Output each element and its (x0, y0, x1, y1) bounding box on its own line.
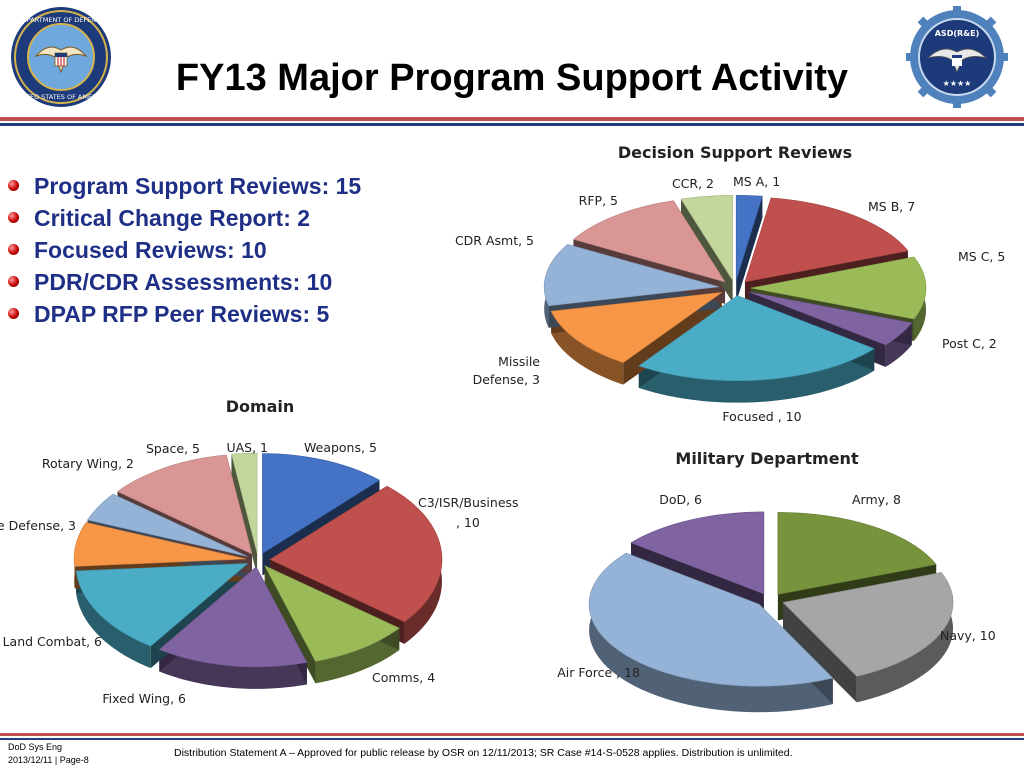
pie-data-label: C3/ISR/Business, 10 (418, 495, 519, 530)
svg-text:UNITED STATES OF AMERICA: UNITED STATES OF AMERICA (15, 93, 109, 101)
chart-title: Military Department (675, 449, 859, 468)
header-rule-red (0, 117, 1024, 121)
bullet-item: Program Support Reviews: 15 (8, 170, 361, 202)
pie-slice-side (638, 348, 875, 403)
pie-slice-pdr-asmt (550, 291, 723, 363)
pie-slice-face (231, 454, 258, 576)
pie-slice-rfp (572, 200, 726, 283)
pie-slice-fixed-wing (158, 566, 308, 668)
pie-slice-ms-c (750, 256, 927, 320)
bullet-item: Focused Reviews: 10 (8, 234, 361, 266)
pie-slice-side (589, 553, 833, 713)
pie-chart-0: Decision Support Reviews MS A, 1 MS B, 7 MS… (455, 143, 1005, 424)
pie-slice-ms-b (744, 197, 909, 283)
pie-slice-side (76, 570, 151, 669)
pie-slice-navy (782, 572, 954, 677)
page-title: FY13 Major Program Support Activity (175, 57, 849, 100)
pie-slice-face (264, 565, 316, 684)
pie-data-label: Comms, 4 (372, 670, 435, 685)
pie-slice-cdr-asmt (543, 244, 720, 307)
svg-text:ASD(R&E): ASD(R&E) (935, 29, 980, 38)
pie-data-label: Post C, 2 (942, 336, 997, 351)
pie-slice-missile-defense (73, 522, 247, 567)
pie-slice-side (551, 311, 624, 385)
bullet-icon (8, 212, 19, 223)
footer-distribution-statement: Distribution Statement A – Approved for … (174, 747, 793, 759)
pie-data-label: Navy, 10 (940, 628, 996, 643)
pie-slice-rotary-wing (87, 493, 248, 557)
asdre-seal-logo: ASD(R&E) ★★★★ (906, 6, 1008, 108)
bullet-text: Critical Change Report: 2 (34, 205, 311, 231)
footer-rule-red (0, 733, 1024, 736)
bullet-text: Program Support Reviews: 15 (34, 173, 362, 199)
pie-chart-2: Military Department Army, 8 Navy, 10 Air Fo… (557, 449, 996, 713)
pie-slice-c3-isr-business (269, 485, 443, 623)
footer-date-page: 2013/12/11 | Page-8 (8, 755, 89, 765)
bullet-item: DPAP RFP Peer Reviews: 5 (8, 298, 361, 330)
pie-slice-side (159, 649, 307, 689)
pie-slice-comms (264, 565, 400, 662)
bullet-icon (8, 244, 19, 255)
bullet-item: Critical Change Report: 2 (8, 202, 361, 234)
pie-slice-face (736, 196, 763, 303)
pie-slice-face (783, 602, 857, 703)
dod-seal-logo: DEPARTMENT OF DEFENSE UNITED STATES OF A… (11, 7, 111, 107)
header-rule-blue (0, 123, 1024, 126)
pie-data-label: CCR, 2 (672, 176, 714, 191)
bullet-icon (8, 308, 19, 319)
chart-title: Decision Support Reviews (618, 143, 852, 162)
pie-charts: Decision Support Reviews MS A, 1 MS B, 7 MS… (0, 143, 1005, 713)
bullet-item: PDR/CDR Assessments: 10 (8, 266, 361, 298)
pie-slice-focused (638, 295, 875, 381)
pie-data-label: Missile Defense, 3 (0, 518, 76, 533)
pie-data-label: MS A, 1 (733, 174, 780, 189)
pie-slice-post-c (748, 291, 913, 346)
chart-title: Domain (226, 397, 295, 416)
pie-chart-1: Domain Weapons, 5 C3/ISR/Business, 10 Comms… (0, 397, 519, 706)
pie-data-label: Fixed Wing, 6 (102, 691, 186, 706)
bullet-text: Focused Reviews: 10 (34, 237, 267, 263)
svg-text:DEPARTMENT OF DEFENSE: DEPARTMENT OF DEFENSE (18, 16, 105, 24)
pie-slice-weapons (262, 453, 380, 555)
pie-slice-side (856, 572, 954, 703)
pie-slice-ms-a (735, 194, 763, 281)
footer-org-block: DoD Sys Eng 2013/12/11 | Page-8 (8, 741, 89, 767)
svg-text:★★★★: ★★★★ (943, 79, 972, 88)
pie-slice-space (116, 454, 253, 555)
footer-org: DoD Sys Eng (8, 742, 63, 752)
pie-data-label: Missile Defense, 3 (473, 354, 541, 387)
bullet-icon (8, 180, 19, 191)
summary-bullet-list: Program Support Reviews: 15 Critical Cha… (8, 170, 361, 330)
pie-data-label: Air Force , 18 (557, 665, 640, 680)
pie-data-label: RFP, 5 (579, 193, 618, 208)
pie-data-label: CDR Asmt, 5 (455, 233, 534, 248)
pie-data-label: Focused , 10 (722, 409, 801, 424)
pie-data-label: Land Combat, 6 (3, 634, 102, 649)
bullet-text: DPAP RFP Peer Reviews: 5 (34, 301, 330, 327)
pie-data-label: Space, 5 (146, 441, 200, 456)
pie-slice-ccr (680, 195, 733, 282)
pie-slice-army (777, 512, 937, 595)
pie-slice-land-combat (75, 563, 249, 647)
pie-slice-dod (630, 511, 765, 595)
pie-slice-uas (231, 452, 258, 554)
pie-data-label: Army, 8 (852, 492, 901, 507)
pie-data-label: DoD, 6 (659, 492, 702, 507)
pie-slice-side (315, 628, 400, 684)
pie-data-label: Rotary Wing, 2 (42, 456, 134, 471)
pie-data-label: UAS, 1 (226, 440, 268, 455)
bullet-icon (8, 276, 19, 287)
pie-data-label: MS B, 7 (868, 199, 915, 214)
bullet-text: PDR/CDR Assessments: 10 (34, 269, 333, 295)
pie-slice-air-force (588, 552, 834, 687)
pie-data-label: Weapons, 5 (304, 440, 377, 455)
footer-rule-blue (0, 738, 1024, 740)
pie-data-label: MS C, 5 (958, 249, 1005, 264)
